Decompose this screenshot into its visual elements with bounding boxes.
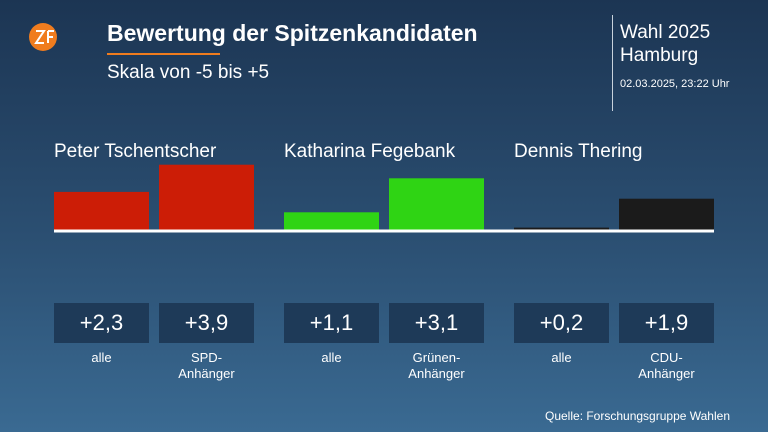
- bar: [389, 178, 484, 231]
- bar: [514, 227, 609, 231]
- election: Wahl 2025: [620, 22, 711, 43]
- value-label: +2,3: [54, 303, 149, 343]
- candidate-name: Katharina Fegebank: [284, 141, 456, 162]
- chart-subtitle: Skala von -5 bis +5: [107, 62, 270, 83]
- logo: [29, 23, 57, 51]
- category-label: alle: [91, 350, 112, 365]
- candidate-name: Dennis Thering: [514, 141, 643, 162]
- bar: [619, 198, 714, 231]
- value-label: +3,1: [389, 303, 484, 343]
- bar: [284, 212, 379, 231]
- bar: [159, 164, 254, 231]
- value-label: +0,2: [514, 303, 609, 343]
- logo-glyph: [34, 30, 54, 44]
- candidate-name: Peter Tschentscher: [54, 141, 217, 162]
- chart-title: Bewertung der Spitzenkandidaten: [107, 20, 478, 46]
- category-label: alle: [551, 350, 572, 365]
- category-label: SPD- Anhänger: [178, 350, 235, 381]
- title-underline: [107, 53, 220, 55]
- value-label: +1,1: [284, 303, 379, 343]
- category-label: Grünen- Anhänger: [408, 350, 465, 381]
- value-label: +3,9: [159, 303, 254, 343]
- category-label: CDU- Anhänger: [638, 350, 695, 381]
- bar: [54, 191, 149, 231]
- divider: [612, 15, 613, 111]
- value-label: +1,9: [619, 303, 714, 343]
- source: Quelle: Forschungsgruppe Wahlen: [545, 409, 730, 423]
- category-label: alle: [321, 350, 342, 365]
- timestamp: 02.03.2025, 23:22 Uhr: [620, 78, 730, 90]
- region: Hamburg: [620, 45, 699, 66]
